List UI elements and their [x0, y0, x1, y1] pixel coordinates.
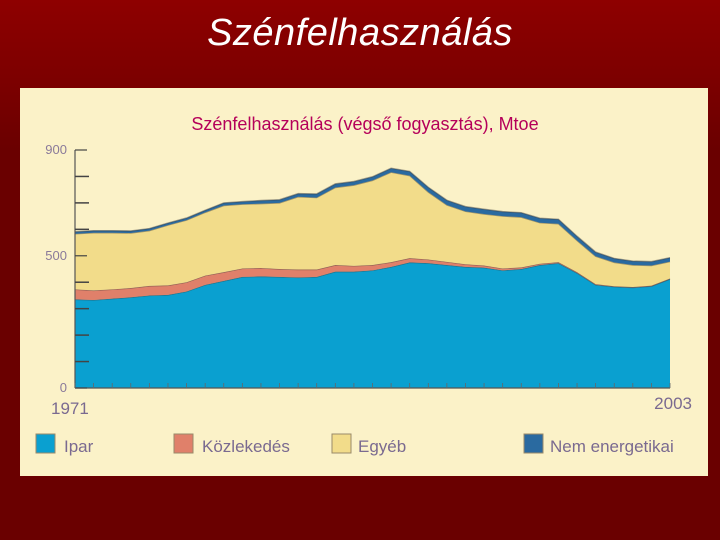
legend-label-2: Közlekedés [202, 437, 290, 456]
legend-swatch-2 [173, 433, 194, 454]
chart-panel: Szénfelhasználás (végső fogyasztás), Mto… [20, 88, 708, 476]
area-4 [75, 168, 670, 266]
y-tick-label: 500 [45, 248, 67, 263]
legend-swatch-1 [35, 433, 56, 454]
chart-axes: 900 500 0 1971 2003 [45, 142, 692, 418]
legend-label-1: Ipar [64, 437, 94, 456]
area-edge-4 [74, 167, 671, 263]
area-1 [75, 262, 670, 388]
legend-swatch-4 [523, 433, 544, 454]
y-tick-label: 900 [45, 142, 67, 157]
y-tick-label: 0 [60, 380, 67, 395]
legend-swatch-3 [331, 433, 352, 454]
slide-title: Szénfelhasználás [207, 12, 513, 54]
legend-label-3: Egyéb [358, 437, 406, 456]
chart-title: Szénfelhasználás (végső fogyasztás), Mto… [191, 114, 538, 134]
legend-label-4: Nem energetikai [550, 437, 674, 456]
x-tick-label: 2003 [654, 394, 692, 413]
chart-areas [74, 150, 671, 388]
area-2 [75, 258, 670, 300]
x-tick-label: 1971 [51, 399, 89, 418]
area-3 [75, 172, 670, 291]
chart: Szénfelhasználás (végső fogyasztás), Mto… [35, 114, 692, 456]
chart-legend: Ipar Közlekedés Egyéb Nem energetikai [35, 433, 674, 456]
